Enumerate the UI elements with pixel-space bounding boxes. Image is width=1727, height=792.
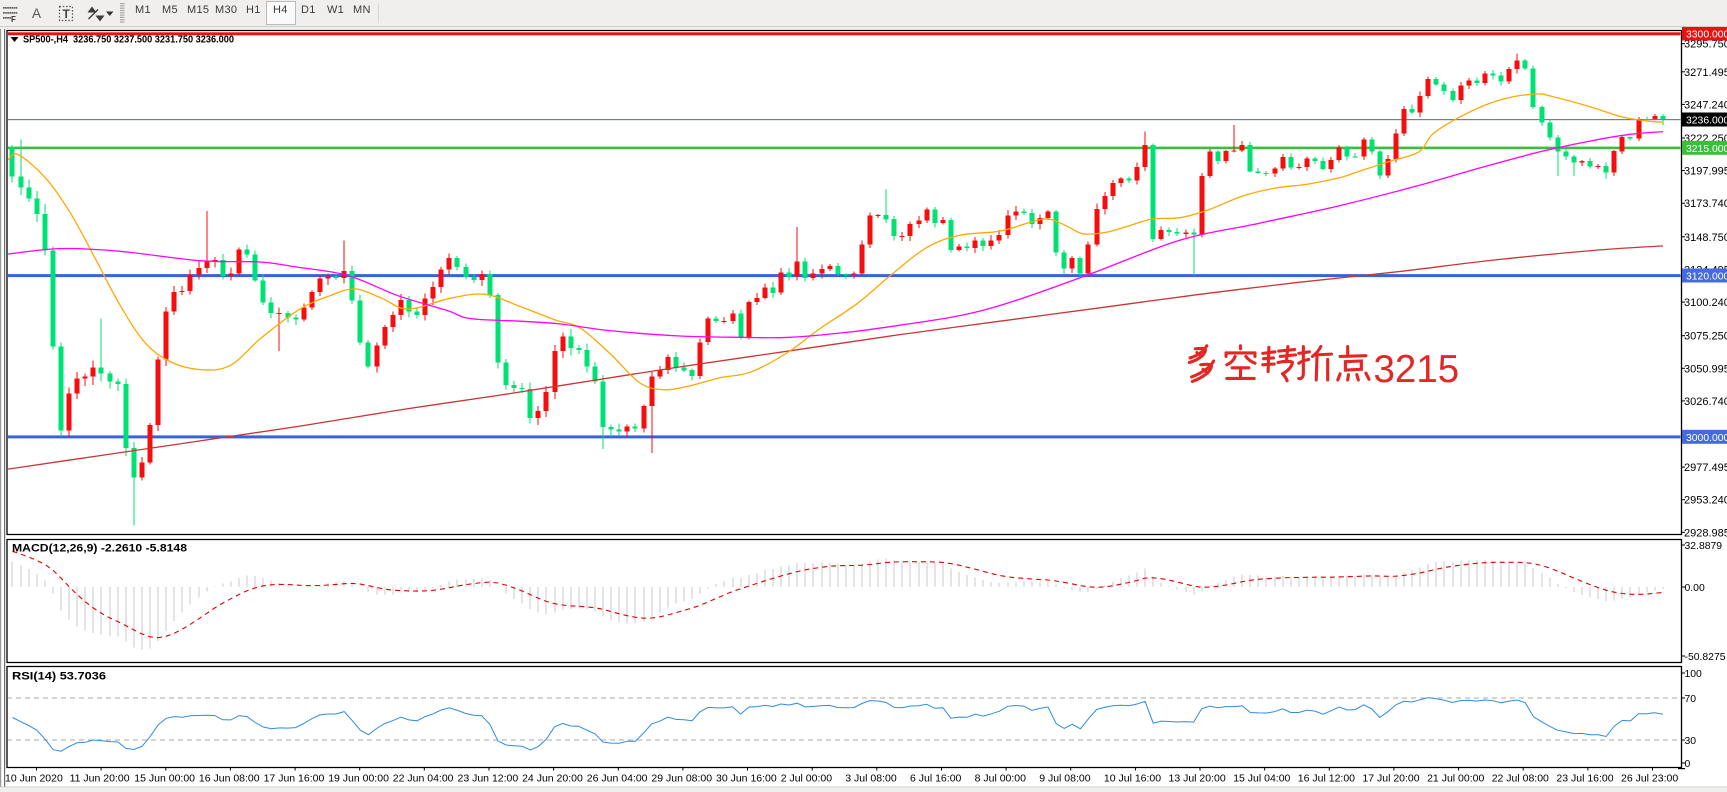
svg-text:3000.000: 3000.000	[1686, 433, 1727, 444]
svg-text:3120.000: 3120.000	[1686, 272, 1727, 283]
svg-text:17 Jul 20:00: 17 Jul 20:00	[1362, 773, 1419, 785]
svg-text:30: 30	[1685, 736, 1697, 747]
svg-text:30 Jun 16:00: 30 Jun 16:00	[716, 773, 777, 785]
svg-text:3295.750: 3295.750	[1684, 39, 1727, 51]
svg-text:0: 0	[1685, 759, 1691, 770]
svg-text:3050.995: 3050.995	[1684, 363, 1727, 375]
svg-text:3148.750: 3148.750	[1684, 232, 1727, 244]
svg-text:T: T	[63, 7, 71, 21]
svg-text:13 Jul 20:00: 13 Jul 20:00	[1169, 773, 1226, 785]
svg-text:MACD(12,26,9) -2.2610 -5.8148: MACD(12,26,9) -2.2610 -5.8148	[12, 543, 187, 555]
svg-text:RSI(14) 53.7036: RSI(14) 53.7036	[12, 671, 106, 683]
svg-text:26 Jun 04:00: 26 Jun 04:00	[587, 773, 648, 785]
svg-text:29 Jun 08:00: 29 Jun 08:00	[651, 773, 712, 785]
svg-text:-50.8275: -50.8275	[1685, 652, 1726, 663]
svg-text:17 Jun 16:00: 17 Jun 16:00	[264, 773, 325, 785]
svg-text:2928.985: 2928.985	[1684, 527, 1727, 539]
svg-text:10 Jul 16:00: 10 Jul 16:00	[1104, 773, 1161, 785]
svg-text:SP500-,H4 3236.750 3237.500 3: SP500-,H4 3236.750 3237.500 3231.750 323…	[23, 35, 234, 46]
svg-text:3236.000: 3236.000	[1686, 116, 1727, 127]
svg-text:9 Jul 08:00: 9 Jul 08:00	[1039, 773, 1091, 785]
svg-text:3197.995: 3197.995	[1684, 166, 1727, 178]
svg-text:3215.000: 3215.000	[1686, 144, 1727, 155]
svg-text:3100.240: 3100.240	[1684, 297, 1727, 309]
svg-text:16 Jul 12:00: 16 Jul 12:00	[1298, 773, 1355, 785]
svg-text:3075.250: 3075.250	[1684, 331, 1727, 343]
svg-text:8 Jul 00:00: 8 Jul 00:00	[975, 773, 1027, 785]
svg-text:26 Jul 23:00: 26 Jul 23:00	[1621, 773, 1678, 785]
svg-text:22 Jun 04:00: 22 Jun 04:00	[393, 773, 454, 785]
svg-text:22 Jul 08:00: 22 Jul 08:00	[1492, 773, 1549, 785]
svg-text:19 Jun 00:00: 19 Jun 00:00	[328, 773, 389, 785]
svg-text:A: A	[32, 6, 41, 21]
svg-text:10 Jun 2020: 10 Jun 2020	[5, 773, 63, 785]
svg-text:15 Jul 04:00: 15 Jul 04:00	[1233, 773, 1290, 785]
svg-text:2953.240: 2953.240	[1684, 495, 1727, 507]
svg-text:23 Jul 16:00: 23 Jul 16:00	[1556, 773, 1613, 785]
svg-text:3215: 3215	[1374, 348, 1460, 391]
svg-text:3026.740: 3026.740	[1684, 396, 1727, 408]
svg-text:70: 70	[1685, 694, 1697, 705]
svg-text:2 Jul 00:00: 2 Jul 00:00	[781, 773, 833, 785]
svg-text:100: 100	[1685, 669, 1703, 680]
svg-text:0.00: 0.00	[1685, 583, 1705, 594]
svg-text:3300.000: 3300.000	[1686, 30, 1727, 41]
svg-text:21 Jul 00:00: 21 Jul 00:00	[1427, 773, 1484, 785]
svg-text:23 Jun 12:00: 23 Jun 12:00	[458, 773, 519, 785]
svg-text:11 Jun 20:00: 11 Jun 20:00	[70, 773, 130, 785]
svg-text:16 Jun 08:00: 16 Jun 08:00	[199, 773, 260, 785]
svg-text:3 Jul 08:00: 3 Jul 08:00	[845, 773, 897, 785]
svg-text:3173.740: 3173.740	[1684, 198, 1727, 210]
svg-text:F: F	[11, 15, 16, 24]
svg-text:24 Jun 20:00: 24 Jun 20:00	[522, 773, 583, 785]
svg-text:6 Jul 16:00: 6 Jul 16:00	[910, 773, 962, 785]
svg-text:2977.495: 2977.495	[1684, 462, 1727, 474]
svg-text:32.8879: 32.8879	[1685, 541, 1723, 552]
svg-text:15 Jun 00:00: 15 Jun 00:00	[134, 773, 195, 785]
svg-text:3247.240: 3247.240	[1684, 99, 1727, 111]
svg-text:3271.495: 3271.495	[1684, 67, 1727, 79]
